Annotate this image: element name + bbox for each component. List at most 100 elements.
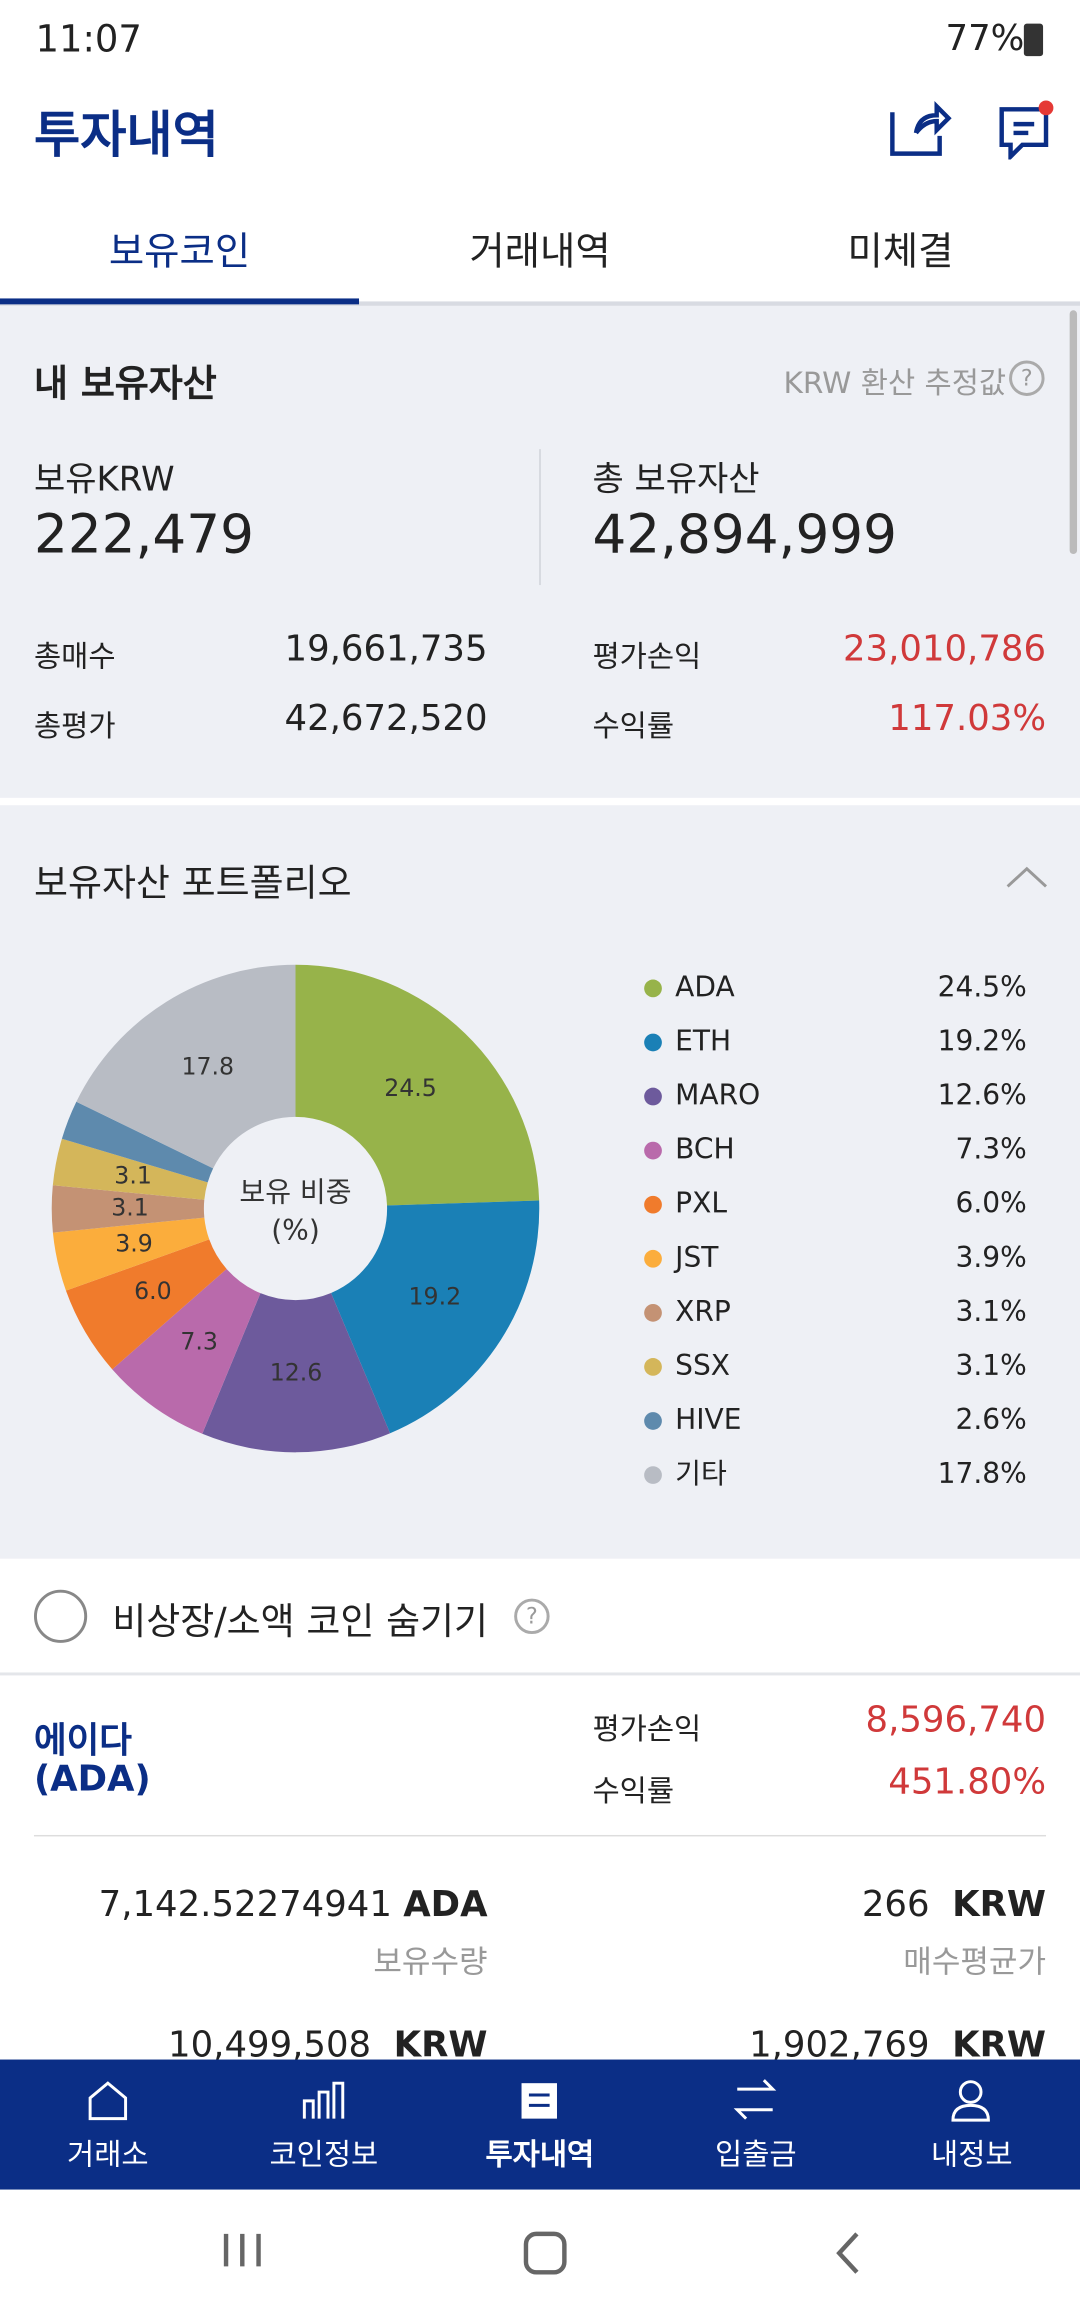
toggle-label[interactable]: 비상장/소액 코인 숨기기 [112,1600,489,1643]
slice-label: 6.0 [134,1277,172,1305]
pie-slice [202,1292,391,1453]
legend-label: ADA [675,970,735,1003]
section-title: 보유자산 포트폴리오 [33,861,352,905]
coin-symbol[interactable]: (ADA) [33,1758,151,1800]
nav-label[interactable]: 입출금 [715,2136,797,2172]
center-label: (%) [271,1214,320,1247]
chat-icon[interactable] [999,107,1049,160]
unit: ADA [403,1883,488,1926]
legend-value: 2.6% [956,1403,1027,1436]
label: 보유KRW [33,460,175,500]
slice-label: 19.2 [409,1282,462,1310]
legend-label: HIVE [675,1403,741,1436]
tab[interactable]: 미체결 [847,230,954,275]
pie-slice [112,1268,261,1434]
legend-value: 3.9% [956,1241,1027,1274]
label: 수익률 [592,707,675,744]
coin-name[interactable]: 에이다 [33,1719,132,1762]
nav-label[interactable]: 내정보 [931,2136,1013,2172]
legend-dot [644,1141,662,1160]
back-button[interactable] [836,2232,859,2274]
status-battery: 77% [945,17,1025,60]
legend-label: 기타 [675,1457,727,1490]
tab-divider [0,301,1080,306]
legend-dot [644,979,662,998]
legend-value: 7.3% [956,1133,1027,1166]
help-icon[interactable]: ? [1009,360,1045,396]
tab[interactable]: 보유코인 [108,230,251,275]
nav-icons [88,2079,990,2122]
unit: KRW [393,2024,488,2066]
legend-value: 12.6% [938,1079,1027,1112]
label: 보유수량 [373,1944,488,1980]
label: 총평가 [33,707,116,744]
value: 7,142.52274941 [98,1883,392,1926]
legend-label: ETH [675,1024,731,1057]
unit: KRW [952,1883,1047,1926]
legend-value: 24.5% [938,970,1027,1003]
label: 매수평균가 [903,1944,1047,1980]
section-title: 내 보유자산 [33,361,217,405]
system-bar [223,2231,859,2275]
legend-label: XRP [675,1295,731,1328]
legend-label: MARO [675,1079,760,1112]
legend-label: PXL [675,1187,727,1220]
unit: KRW [952,2024,1047,2066]
legend-value: 19.2% [938,1024,1027,1057]
nav-icon[interactable] [88,2081,128,2121]
divider [33,1834,1047,1837]
value: 23,010,786 [842,627,1047,670]
pie-slice [61,1101,214,1183]
pie-slice [51,1185,205,1233]
radio[interactable] [33,1589,88,1643]
label: 총매수 [33,638,116,674]
slice-label: 3.1 [114,1161,152,1189]
center-label: 보유 비중 [239,1176,351,1209]
value: 19,661,735 [284,627,488,670]
value: 117.03% [888,697,1047,739]
recents-button[interactable] [223,2233,261,2267]
slice-label: 24.5 [384,1074,437,1102]
pie-chart: 24.5 ADA 24.5% 19.2 ETH 19.2% 12.6 MARO 12.6% 7.3… [51,964,1027,1490]
legend-dot [644,1303,662,1322]
label: 평가손익 [592,638,702,674]
nav-label[interactable]: 투자내역 [485,2136,595,2172]
legend-dot [644,1466,662,1484]
tab[interactable]: 거래내역 [469,230,611,275]
pie-slice [65,1239,227,1370]
slice-label: 17.8 [181,1053,234,1081]
assets-note: KRW 환산 추정값 [783,364,1007,401]
nav-label[interactable]: 거래소 [67,2136,149,2172]
nav-icon[interactable] [521,2083,557,2119]
label: 평가손익 [592,1710,702,1747]
nav-icon[interactable] [958,2080,983,2104]
divider [0,1672,1080,1676]
legend-dot [644,1195,662,1214]
slice-label: 3.1 [111,1193,149,1221]
nav-label[interactable]: 코인정보 [269,2136,379,2172]
collapse-icon[interactable] [1005,864,1049,891]
legend-value: 3.1% [956,1295,1027,1328]
legend-value: 17.8% [938,1457,1027,1490]
value: 222,479 [33,505,254,566]
pie-slice [331,1200,540,1434]
nav-icon[interactable] [302,2081,345,2119]
nav-icon[interactable] [733,2079,777,2120]
home-button[interactable] [523,2231,567,2275]
label: 총 보유자산 [592,460,760,500]
legend-value: 3.1% [956,1349,1027,1382]
share-icon[interactable] [890,101,952,156]
legend-label: BCH [675,1133,734,1166]
help-icon[interactable]: ? [514,1598,550,1635]
slice-label: 12.6 [270,1359,323,1387]
value: 1,902,769 [749,2024,930,2066]
legend-dot [644,1087,662,1106]
header-icons [890,100,1054,160]
value: 451.80% [888,1761,1047,1803]
status-time: 11:07 [35,17,142,61]
slice-label: 3.9 [115,1229,153,1257]
bottom-nav [0,2059,1080,2190]
legend-label: JST [673,1241,719,1274]
